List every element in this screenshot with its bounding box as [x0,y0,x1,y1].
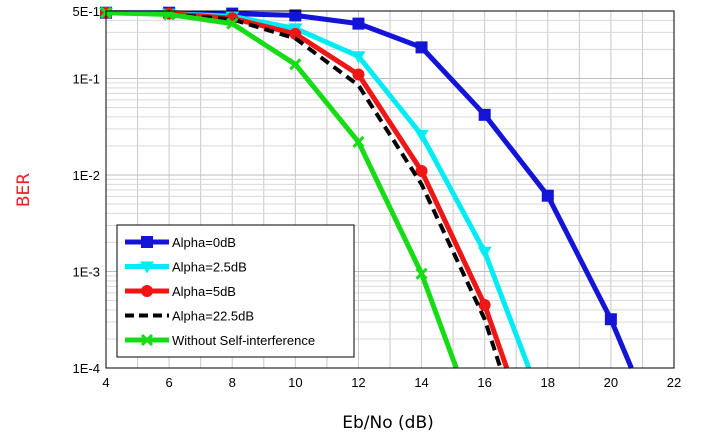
data-point [352,17,365,30]
legend-item: Alpha=2.5dB [125,260,247,275]
x-tick-label: 12 [351,375,365,390]
legend-item: Alpha=22.5dB [125,309,254,324]
data-point [478,298,491,311]
data-point [351,51,366,64]
legend-marker [140,261,154,274]
legend-label: Alpha=0dB [172,235,236,250]
y-tick-labels: 5E-1 1E-1 1E-2 1E-3 1E-4 [73,4,100,376]
x-axis-label: Eb/No (dB) [342,413,434,433]
legend-label: Alpha=2.5dB [172,260,247,275]
x-tick-label: 14 [414,375,428,390]
data-point [414,129,429,142]
y-tick-label: 1E-3 [73,264,100,279]
marker-stroke [140,333,154,347]
legend: Alpha=0dB Alpha=2.5dB Alpha=5dB Alpha=22.5d… [116,224,355,358]
y-axis-label: BER [14,173,34,207]
x-tick-label: 8 [229,375,236,390]
grid-lines [105,10,675,369]
data-point [477,246,492,259]
marker-stroke [289,58,302,71]
data-point [541,189,554,202]
data-point [415,267,428,280]
data-point [352,68,365,81]
x-tick-label: 20 [604,375,618,390]
data-point [289,58,302,71]
x-tick-label: 4 [102,375,109,390]
x-tick-label: 6 [165,375,172,390]
x-tick-label: 18 [541,375,555,390]
marker-stroke [352,135,365,148]
data-point [289,9,302,22]
legend-item: Alpha=5dB [125,284,236,299]
legend-item: Without Self-interference [125,333,315,348]
legend-marker [141,285,153,297]
legend-marker [141,236,153,248]
plot-border [105,10,675,369]
marker-stroke [226,17,239,30]
y-tick-label: 1E-1 [73,71,100,86]
data-point [226,17,239,30]
data-point [289,27,302,40]
legend-label: Alpha=5dB [172,284,236,299]
x-tick-label: 16 [477,375,491,390]
series-layer [99,6,634,369]
legend-label: Alpha=22.5dB [172,309,254,324]
y-tick-label: 1E-2 [73,168,100,183]
x-tick-label: 10 [288,375,302,390]
data-point [415,41,428,54]
data-point [352,135,365,148]
y-tick-label: 1E-4 [73,361,100,376]
x-tick-label: 22 [667,375,681,390]
x-tick-labels: 4 6 8 10 12 14 16 18 20 22 [102,375,681,390]
legend-item: Alpha=0dB [125,235,236,250]
legend-marker [140,333,154,347]
marker-stroke [415,267,428,280]
data-point [415,164,428,177]
y-tick-label: 5E-1 [73,4,100,19]
data-point [604,313,617,326]
legend-label: Without Self-interference [172,333,315,348]
data-point [478,108,491,121]
